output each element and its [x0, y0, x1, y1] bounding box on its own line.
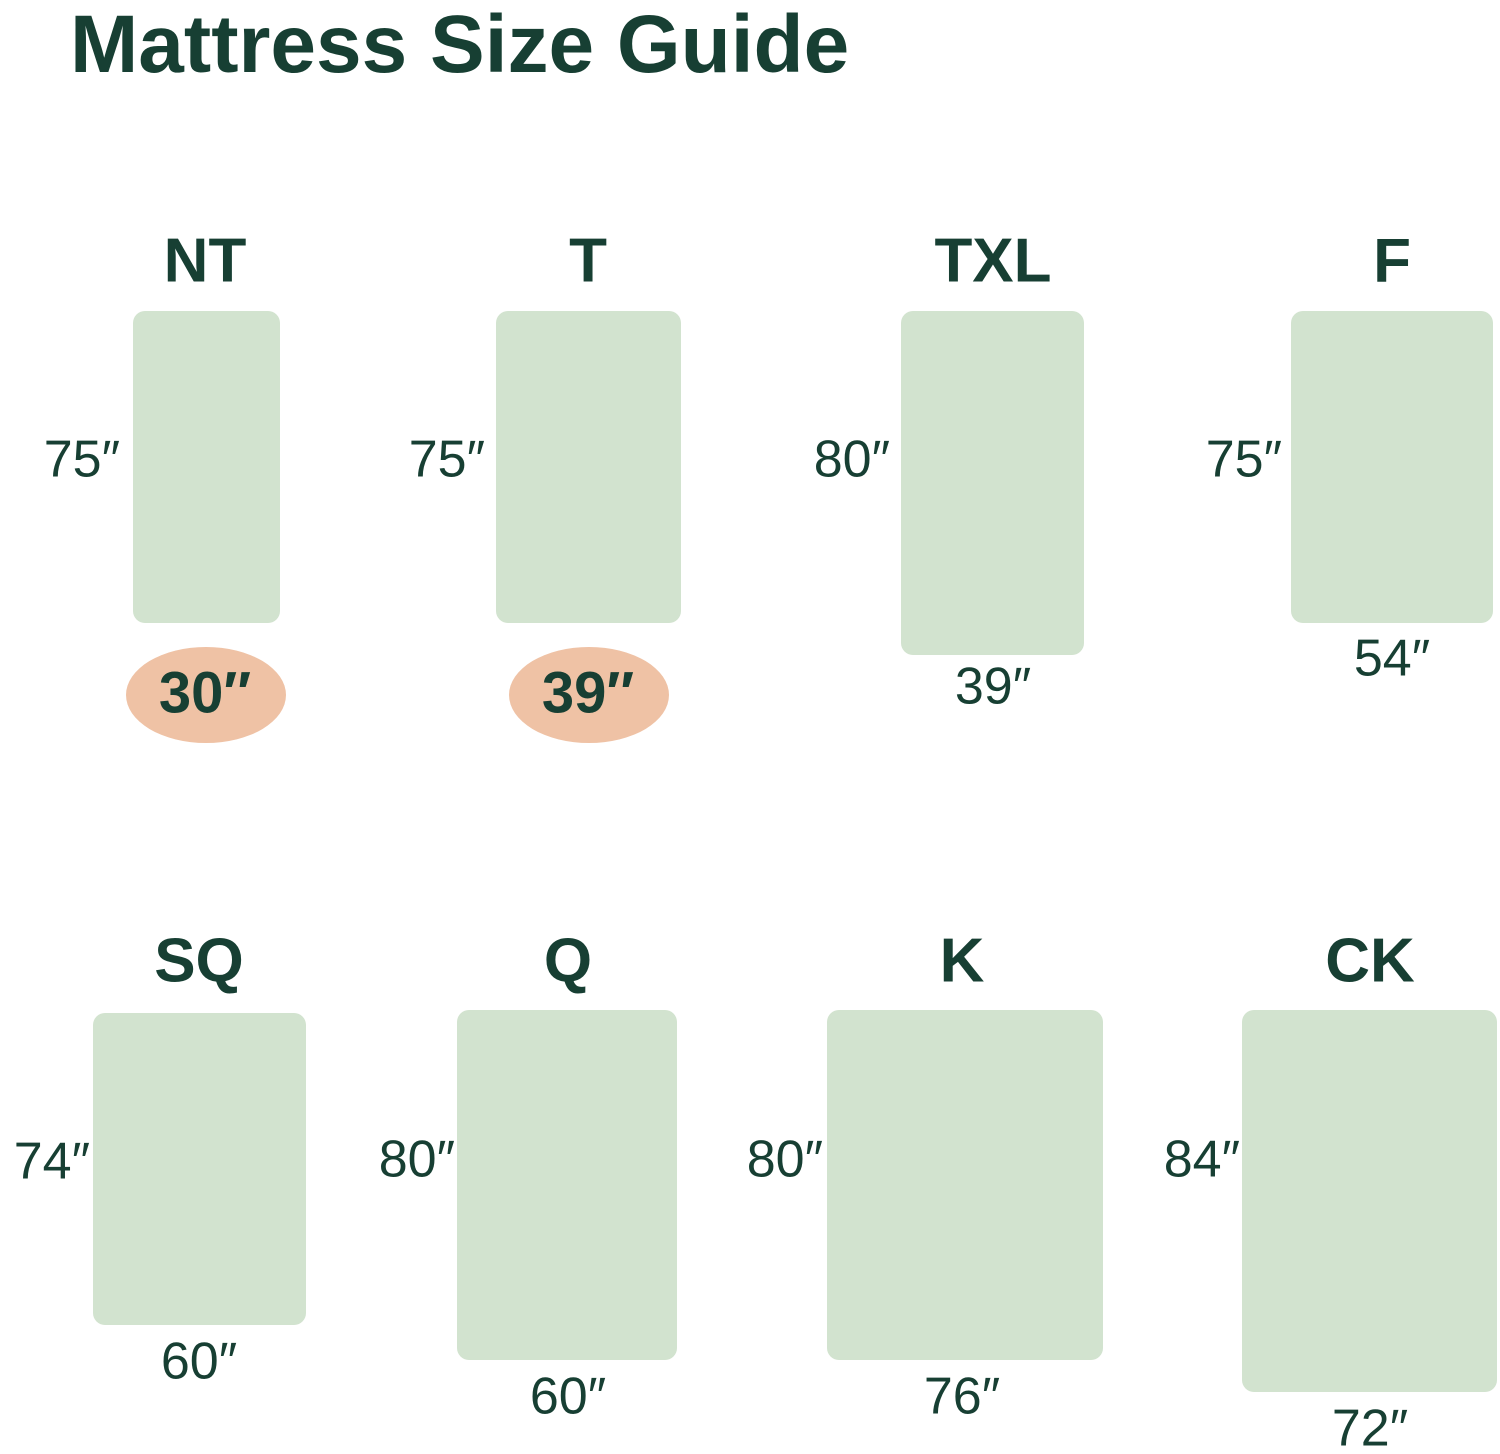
length-label: 84″ [1164, 1131, 1240, 1189]
width-label: 60″ [530, 1368, 606, 1426]
mattress [901, 311, 1084, 655]
size-label: T [569, 226, 607, 295]
title: Mattress Size Guide [70, 0, 849, 90]
mattress [133, 311, 280, 623]
size-label: NT [164, 226, 247, 295]
width-label: 39″ [542, 660, 634, 725]
mattress [93, 1013, 306, 1325]
length-label: 80″ [379, 1131, 455, 1189]
mattress [496, 311, 681, 623]
length-label: 75″ [44, 431, 120, 489]
width-label: 54″ [1354, 630, 1430, 688]
length-label: 80″ [814, 431, 890, 489]
mattress [1291, 311, 1493, 623]
length-label: 75″ [409, 431, 485, 489]
mattress [1242, 1010, 1497, 1392]
width-label: 72″ [1332, 1400, 1408, 1454]
length-label: 74″ [14, 1133, 90, 1191]
length-label: 75″ [1206, 431, 1282, 489]
size-label: TXL [934, 226, 1051, 295]
size-label: K [940, 926, 985, 995]
size-label: CK [1325, 926, 1415, 995]
size-label: F [1373, 226, 1411, 295]
size-label: Q [544, 926, 592, 995]
width-label: 39″ [955, 658, 1031, 716]
width-label: 30″ [159, 660, 251, 725]
mattress [827, 1010, 1103, 1360]
width-highlight [509, 647, 669, 743]
length-label: 80″ [747, 1131, 823, 1189]
size-label: SQ [154, 926, 244, 995]
width-label: 76″ [924, 1368, 1000, 1426]
width-label: 60″ [161, 1333, 237, 1391]
mattress [457, 1010, 677, 1360]
width-highlight [126, 647, 286, 743]
